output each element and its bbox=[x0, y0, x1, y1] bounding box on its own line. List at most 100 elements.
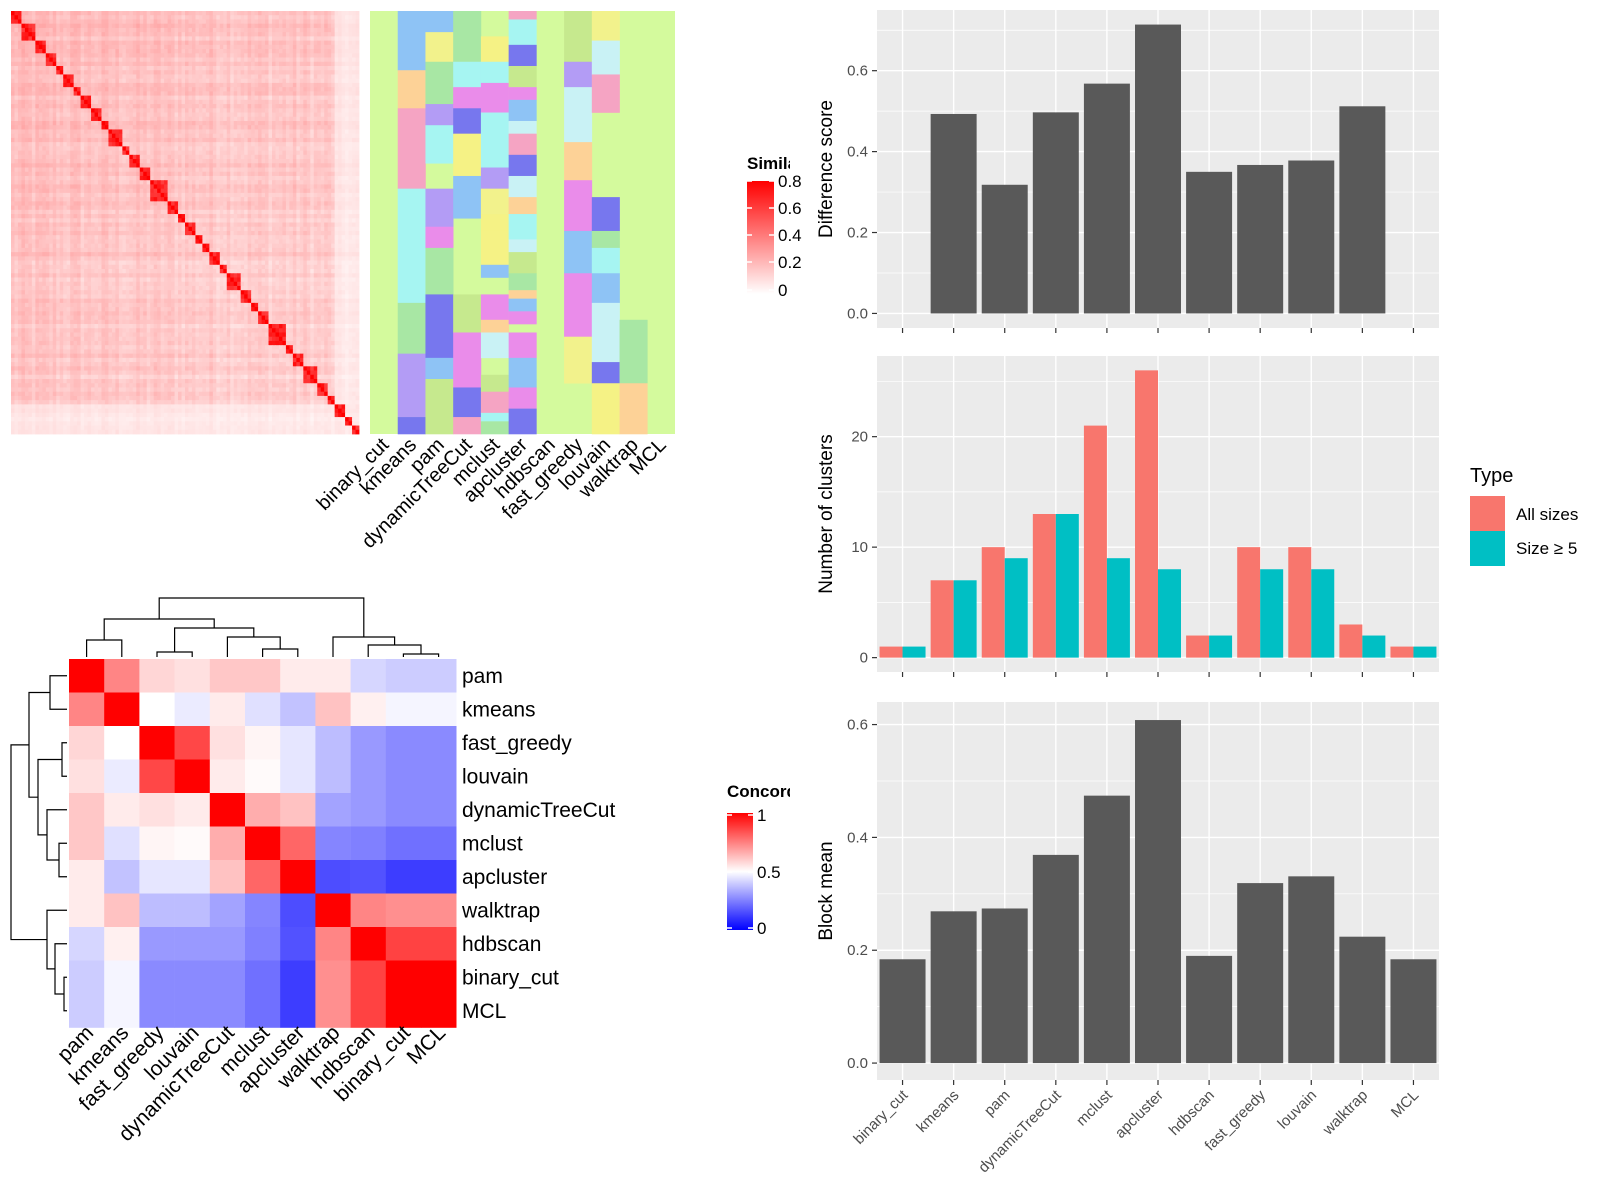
similarity-cell bbox=[261, 218, 266, 223]
similarity-cell bbox=[289, 15, 294, 20]
similarity-cell bbox=[132, 99, 137, 105]
similarity-cell bbox=[341, 53, 346, 58]
similarity-cell bbox=[31, 36, 36, 42]
similarity-cell bbox=[17, 146, 22, 151]
similarity-cell bbox=[195, 40, 200, 46]
similarity-cell bbox=[348, 74, 353, 80]
similarity-cell bbox=[313, 108, 318, 113]
similarity-cell bbox=[202, 146, 207, 151]
similarity-cell bbox=[320, 214, 325, 219]
similarity-cell bbox=[272, 36, 276, 42]
similarity-cell bbox=[171, 44, 175, 50]
similarity-cell bbox=[313, 171, 318, 177]
similarity-cell bbox=[181, 175, 186, 181]
similarity-cell bbox=[341, 40, 346, 46]
similarity-cell bbox=[212, 91, 217, 96]
similarity-cell bbox=[38, 159, 43, 164]
similarity-cell bbox=[73, 49, 78, 54]
similarity-cell bbox=[334, 44, 339, 50]
similarity-cell bbox=[233, 184, 238, 190]
similarity-cell bbox=[125, 40, 130, 46]
similarity-cell bbox=[191, 120, 196, 126]
similarity-cell bbox=[146, 175, 151, 181]
similarity-cell bbox=[226, 175, 231, 181]
similarity-cell bbox=[195, 44, 200, 50]
similarity-cell bbox=[251, 133, 255, 139]
similarity-cell bbox=[181, 53, 186, 58]
similarity-cell bbox=[223, 40, 228, 46]
similarity-cell bbox=[348, 205, 353, 211]
similarity-cell bbox=[63, 116, 68, 122]
similarity-cell bbox=[247, 133, 252, 139]
similarity-cell bbox=[59, 11, 64, 16]
similarity-heatmap bbox=[11, 11, 360, 435]
similarity-cell bbox=[108, 218, 113, 223]
similarity-cell bbox=[91, 36, 95, 42]
similarity-cell bbox=[38, 167, 43, 173]
similarity-cell bbox=[174, 197, 179, 202]
similarity-cell bbox=[21, 159, 26, 164]
similarity-cell bbox=[331, 159, 336, 164]
similarity-cell bbox=[185, 74, 189, 80]
similarity-cell bbox=[70, 99, 75, 105]
similarity-cell bbox=[244, 44, 249, 50]
similarity-cell bbox=[292, 91, 297, 96]
similarity-cell bbox=[146, 171, 151, 177]
similarity-cell bbox=[313, 159, 318, 164]
similarity-cell bbox=[17, 49, 22, 54]
similarity-cell bbox=[66, 133, 71, 139]
similarity-cell bbox=[226, 197, 231, 202]
similarity-cell bbox=[164, 112, 168, 118]
similarity-cell bbox=[28, 167, 33, 173]
similarity-cell bbox=[303, 32, 308, 37]
similarity-cell bbox=[101, 205, 106, 211]
similarity-cell bbox=[115, 65, 120, 71]
similarity-cell bbox=[125, 112, 130, 118]
similarity-cell bbox=[101, 180, 106, 185]
similarity-cell bbox=[185, 188, 189, 194]
similarity-cell bbox=[21, 125, 26, 130]
similarity-cell bbox=[310, 44, 315, 50]
similarity-cell bbox=[66, 49, 71, 54]
similarity-cell bbox=[63, 154, 68, 160]
similarity-cell bbox=[87, 91, 92, 96]
similarity-cell bbox=[24, 150, 29, 156]
similarity-cell bbox=[87, 188, 92, 194]
similarity-cell bbox=[94, 82, 99, 88]
similarity-cell bbox=[338, 137, 342, 143]
similarity-cell bbox=[31, 23, 36, 29]
similarity-cell bbox=[334, 23, 339, 29]
similarity-cell bbox=[331, 197, 336, 202]
similarity-cell bbox=[84, 116, 88, 122]
similarity-cell bbox=[272, 49, 276, 54]
similarity-cell bbox=[136, 175, 141, 181]
similarity-cell bbox=[303, 61, 308, 67]
similarity-cell bbox=[122, 125, 127, 130]
similarity-cell bbox=[219, 49, 224, 54]
similarity-cell bbox=[303, 192, 308, 198]
similarity-cell bbox=[146, 49, 151, 54]
similarity-cell bbox=[233, 49, 238, 54]
similarity-cell bbox=[80, 27, 85, 33]
similarity-cell bbox=[49, 129, 54, 135]
similarity-cell bbox=[226, 137, 231, 143]
similarity-cell bbox=[101, 44, 106, 50]
similarity-cell bbox=[205, 175, 210, 181]
similarity-cell bbox=[313, 184, 318, 190]
similarity-cell bbox=[104, 159, 109, 164]
similarity-cell bbox=[77, 53, 81, 58]
similarity-cell bbox=[320, 112, 325, 118]
similarity-cell bbox=[115, 120, 120, 126]
similarity-cell bbox=[14, 74, 19, 80]
similarity-cell bbox=[42, 19, 47, 25]
similarity-cell bbox=[355, 184, 360, 190]
similarity-cell bbox=[181, 116, 186, 122]
similarity-cell bbox=[70, 44, 75, 50]
similarity-cell bbox=[150, 163, 155, 168]
similarity-cell bbox=[338, 214, 342, 219]
similarity-cell bbox=[334, 142, 339, 147]
similarity-cell bbox=[150, 36, 155, 42]
similarity-cell bbox=[230, 65, 235, 71]
similarity-cell bbox=[275, 40, 280, 46]
similarity-cell bbox=[303, 154, 308, 160]
